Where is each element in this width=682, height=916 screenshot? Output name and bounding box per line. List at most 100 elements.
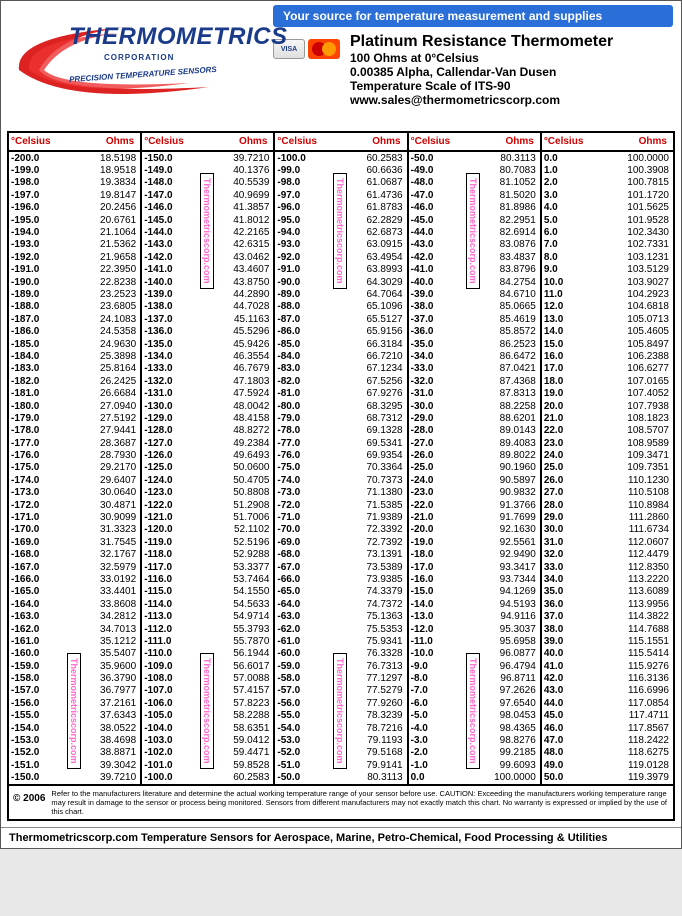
table-row: 47.0118.2422 (542, 734, 673, 746)
cell-ohms: 69.1328 (341, 425, 407, 436)
cell-celsius: -62.0 (275, 624, 341, 635)
table-row: -19.092.5561 (409, 536, 540, 548)
cell-celsius: -10.0 (409, 648, 475, 659)
cell-celsius: -15.0 (409, 586, 475, 597)
column-pair: °CelsiusOhms-200.018.5198-199.018.9518-1… (9, 133, 142, 784)
cell-ohms: 54.1550 (208, 586, 274, 597)
table-row: -18.092.9490 (409, 549, 540, 561)
title-main: Platinum Resistance Thermometer (350, 33, 613, 51)
table-row: -21.091.7699 (409, 511, 540, 523)
table-row: -131.047.5924 (142, 387, 273, 399)
cell-ohms: 37.2161 (75, 698, 141, 709)
table-row: -22.091.3766 (409, 499, 540, 511)
cell-celsius: -186.0 (9, 326, 75, 337)
table-row: -126.049.6493 (142, 449, 273, 461)
cell-ohms: 95.6958 (474, 636, 540, 647)
table-row: 26.0110.1230 (542, 474, 673, 486)
cell-ohms: 94.5193 (474, 599, 540, 610)
table-row: -74.070.7373 (275, 474, 406, 486)
cell-celsius: -59.0 (275, 661, 341, 672)
table-row: -71.071.9389 (275, 511, 406, 523)
cell-ohms: 23.2523 (75, 289, 141, 300)
table-row: -20.092.1630 (409, 524, 540, 536)
cell-ohms: 20.6761 (75, 215, 141, 226)
cell-ohms: 67.9276 (341, 388, 407, 399)
data-table: °CelsiusOhms-200.018.5198-199.018.9518-1… (9, 133, 673, 784)
table-row: -138.044.7028 (142, 301, 273, 313)
table-row: 24.0109.3471 (542, 449, 673, 461)
cell-celsius: -14.0 (409, 599, 475, 610)
cell-celsius: -100.0 (275, 153, 341, 164)
cell-celsius: -43.0 (409, 239, 475, 250)
cell-celsius: 6.0 (542, 227, 608, 238)
cell-ohms: 87.0421 (474, 363, 540, 374)
table-row: -68.073.1391 (275, 549, 406, 561)
cell-celsius: 13.0 (542, 314, 608, 325)
cell-ohms: 35.1212 (75, 636, 141, 647)
cell-celsius: 3.0 (542, 190, 608, 201)
cell-ohms: 77.9260 (341, 698, 407, 709)
cell-ohms: 76.3328 (341, 648, 407, 659)
header-celsius: °Celsius (142, 133, 208, 150)
cell-celsius: -187.0 (9, 314, 75, 325)
cell-ohms: 59.8528 (208, 760, 274, 771)
cell-celsius: -6.0 (409, 698, 475, 709)
cell-celsius: -40.0 (409, 277, 475, 288)
table-row: -162.034.7013 (9, 623, 140, 635)
cell-ohms: 85.0665 (474, 301, 540, 312)
cell-ohms: 62.2829 (341, 215, 407, 226)
cell-ohms: 81.8986 (474, 202, 540, 213)
table-row: -36.085.8572 (409, 325, 540, 337)
column-header: °CelsiusOhms (9, 133, 140, 152)
cell-ohms: 99.2185 (474, 747, 540, 758)
cell-celsius: -54.0 (275, 723, 341, 734)
page: THERMOMETRICS CORPORATION PRECISION TEMP… (0, 0, 682, 849)
cell-celsius: 23.0 (542, 438, 608, 449)
cell-ohms: 25.3898 (75, 351, 141, 362)
cell-celsius: -93.0 (275, 239, 341, 250)
table-row: -65.074.3379 (275, 586, 406, 598)
header-right: Your source for temperature measurement … (269, 5, 673, 107)
table-row: -28.089.0143 (409, 425, 540, 437)
cell-celsius: -35.0 (409, 339, 475, 350)
cell-celsius: -194.0 (9, 227, 75, 238)
table-row: -84.066.7210 (275, 350, 406, 362)
cell-celsius: -139.0 (142, 289, 208, 300)
table-row: -30.088.2258 (409, 400, 540, 412)
cell-ohms: 57.0088 (208, 673, 274, 684)
cell-ohms: 73.5389 (341, 562, 407, 573)
cell-ohms: 107.0165 (607, 376, 673, 387)
cell-celsius: -96.0 (275, 202, 341, 213)
cell-ohms: 63.0915 (341, 239, 407, 250)
cell-ohms: 82.2951 (474, 215, 540, 226)
cell-celsius: -85.0 (275, 339, 341, 350)
cell-celsius: -73.0 (275, 487, 341, 498)
cell-ohms: 95.3037 (474, 624, 540, 635)
table-row: -75.070.3364 (275, 462, 406, 474)
cell-celsius: 10.0 (542, 277, 608, 288)
table-row: -180.027.0940 (9, 400, 140, 412)
cell-celsius: -17.0 (409, 562, 475, 573)
table-row: -173.030.0640 (9, 487, 140, 499)
table-row: -115.054.1550 (142, 586, 273, 598)
cell-ohms: 84.6710 (474, 289, 540, 300)
cell-ohms: 21.1064 (75, 227, 141, 238)
cell-celsius: -183.0 (9, 363, 75, 374)
cell-celsius: -158.0 (9, 673, 75, 684)
footer-text: Refer to the manufacturers literature an… (51, 789, 669, 816)
table-row: 46.0117.8567 (542, 722, 673, 734)
cell-ohms: 53.3377 (208, 562, 274, 573)
cell-celsius: -113.0 (142, 611, 208, 622)
cell-celsius: -65.0 (275, 586, 341, 597)
cell-celsius: -121.0 (142, 512, 208, 523)
table-row: -169.031.7545 (9, 536, 140, 548)
table-row: -26.089.8022 (409, 449, 540, 461)
cell-ohms: 28.3687 (75, 438, 141, 449)
cell-ohms: 114.3822 (607, 611, 673, 622)
cell-celsius: -198.0 (9, 177, 75, 188)
cell-celsius: 8.0 (542, 252, 608, 263)
table-row: -82.067.5256 (275, 375, 406, 387)
cell-celsius: -66.0 (275, 574, 341, 585)
table-row: 43.0116.6996 (542, 685, 673, 697)
cell-celsius: 28.0 (542, 500, 608, 511)
